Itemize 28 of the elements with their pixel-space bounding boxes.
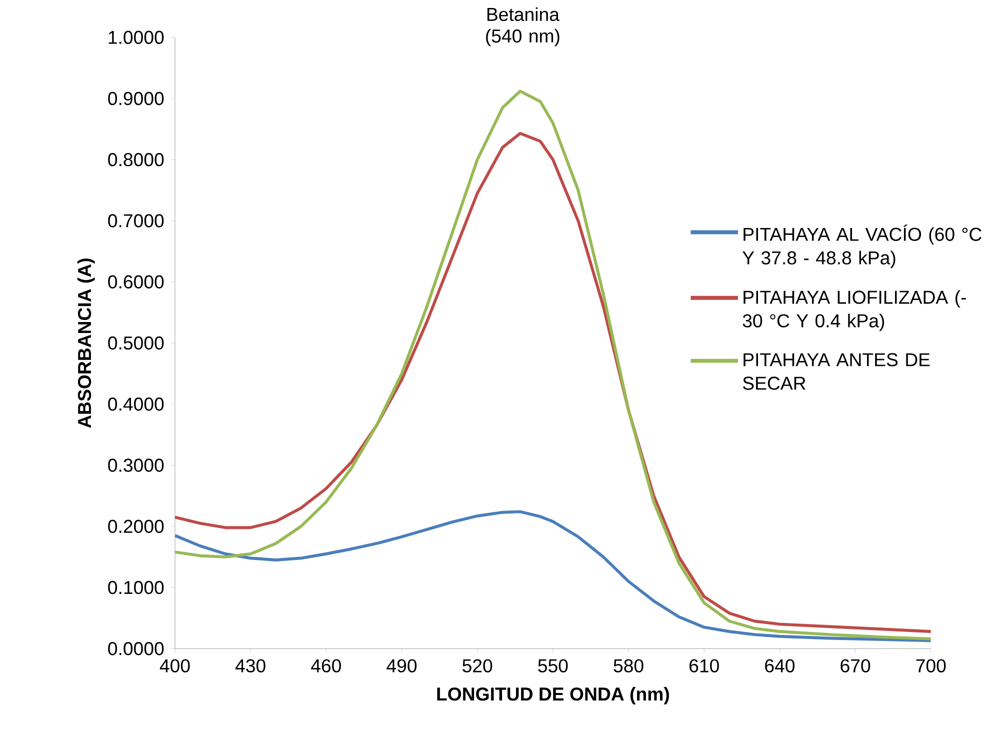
- y-axis-title: ABSORBANCIA (A): [77, 258, 95, 428]
- x-tick-label: 580: [614, 659, 644, 672]
- y-tick-label: 0.2000: [108, 520, 164, 534]
- y-tick-label: 0.0000: [108, 642, 164, 656]
- legend-label: PITAHAYA ANTES DE SECAR: [742, 353, 930, 390]
- x-tick-label: 550: [538, 659, 568, 672]
- x-axis-title: LONGITUD DE ONDA (nm): [437, 687, 669, 704]
- y-tick-label: 1.0000: [108, 30, 164, 44]
- x-tick-label: 700: [916, 659, 946, 672]
- chart-title: Betanina (540 nm): [486, 7, 560, 46]
- x-tick-label: 520: [462, 659, 492, 672]
- x-tick-label: 610: [690, 659, 719, 672]
- x-tick-label: 670: [840, 659, 870, 672]
- x-tick-label: 400: [160, 659, 190, 672]
- x-tick-label: 430: [235, 659, 266, 672]
- y-tick-label: 0.7000: [108, 214, 164, 228]
- x-tick-label: 640: [765, 659, 795, 672]
- x-tick-label: 490: [386, 659, 417, 672]
- y-tick-label: 0.5000: [108, 336, 164, 350]
- y-tick-label: 0.1000: [108, 580, 164, 594]
- y-tick-label: 0.4000: [108, 398, 164, 411]
- legend-label: PITAHAYA LIOFILIZADA (-30 °C Y 0.4 kPa): [742, 290, 966, 332]
- y-tick-label: 0.6000: [108, 275, 164, 289]
- y-tick-label: 0.8000: [108, 153, 164, 166]
- x-tick-label: 460: [311, 659, 341, 672]
- y-tick-label: 0.3000: [108, 458, 164, 472]
- y-tick-label: 0.9000: [108, 92, 164, 106]
- legend-label: PITAHAYA AL VACÍO (60 °C Y 37.8 - 48.8 kPa): [742, 224, 982, 268]
